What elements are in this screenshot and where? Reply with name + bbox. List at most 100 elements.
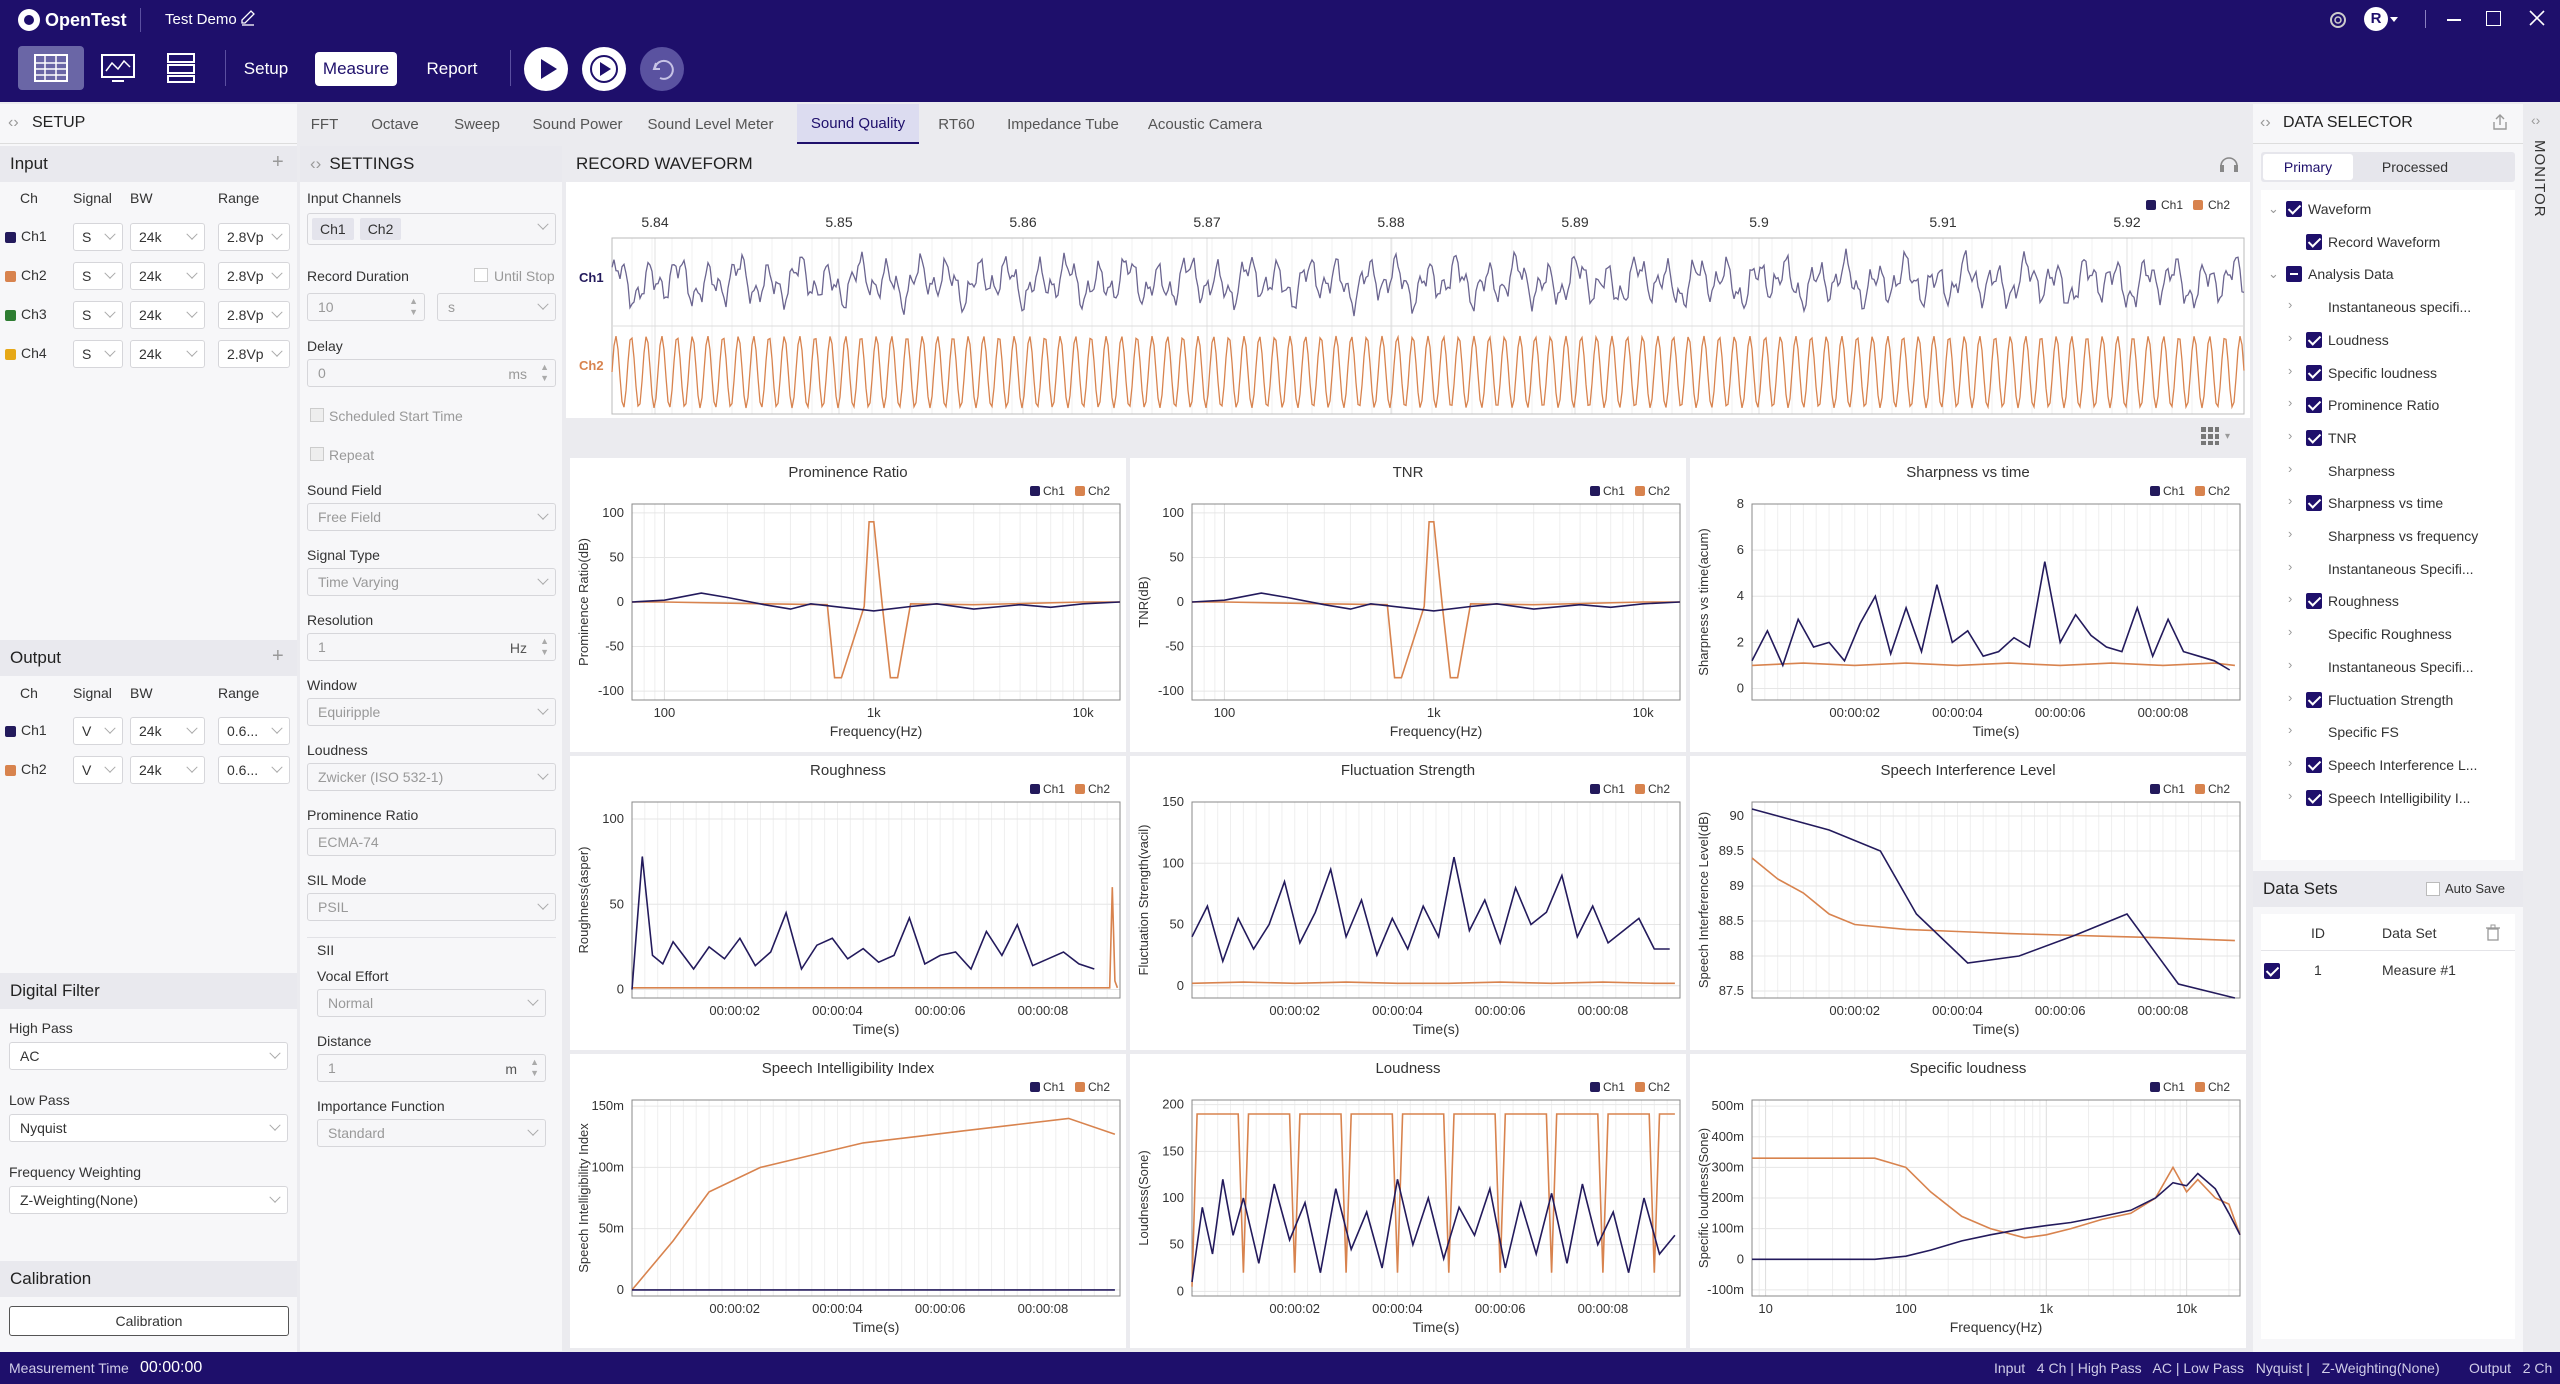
chart-speech-interference-level[interactable]: Speech Interference Level Ch1 Ch2 90 89.5… (1690, 756, 2246, 1050)
tree-checkbox[interactable] (2306, 429, 2322, 446)
collapse-icon[interactable]: ‹› (8, 114, 19, 131)
prominence-ratio-input[interactable]: ECMA-74 (307, 828, 556, 856)
tree-item-label[interactable]: Instantaneous specifi... (2328, 299, 2472, 316)
tree-item-label[interactable]: Analysis Data (2308, 266, 2394, 283)
waveform-plot[interactable]: 5.84 5.85 5.86 5.87 5.88 5.89 5.9 5.91 5.92Ch1Ch… (566, 182, 2250, 418)
bandwidth-select[interactable]: 24k (130, 262, 205, 290)
window-select[interactable]: Equiripple (307, 698, 556, 726)
chart-tnr[interactable]: TNR Ch1 Ch2 100 50 0 -50 -100 100 1k 10k Frequen… (1130, 458, 1686, 752)
chevron-right-icon[interactable]: › (2288, 722, 2293, 738)
delay-input[interactable]: 0 ms ▲ ▼ (307, 359, 556, 387)
chart-plot[interactable]: 150 100 50 0 00:00:02 00:00:04 00:00:06 00:00:0… (1130, 756, 1686, 1050)
chart-roughness[interactable]: Roughness Ch1 Ch2 100 50 0 00:00:02 00:00:04… (570, 756, 1126, 1050)
signal-type-select[interactable]: Time Varying (307, 568, 556, 596)
chevron-down-icon[interactable]: ▾ (2225, 431, 2231, 442)
record-unit-select[interactable]: s (437, 293, 556, 321)
chevron-right-icon[interactable]: › (2288, 656, 2293, 672)
record-duration-input[interactable]: 10 ▲ ▼ (307, 293, 425, 321)
export-icon[interactable] (2490, 112, 2510, 132)
chart-loudness[interactable]: Loudness Ch1 Ch2 200 150 100 50 0 00:00:02 00:… (1130, 1054, 1686, 1348)
tree-item-label[interactable]: TNR (2328, 429, 2357, 446)
signal-select[interactable]: V (73, 717, 123, 745)
chart-plot[interactable]: 8 6 4 2 0 00:00:02 00:00:04 00:00:06 00:00:08 Tim… (1690, 458, 2246, 752)
tree-item-label[interactable]: Specific Roughness (2328, 626, 2452, 643)
tree-checkbox[interactable] (2306, 561, 2322, 577)
chevron-right-icon[interactable]: › (2288, 460, 2293, 476)
tree-checkbox[interactable] (2306, 233, 2322, 250)
tree-checkbox[interactable] (2306, 463, 2322, 479)
tab-octave[interactable]: Octave (371, 115, 419, 133)
minimize-icon[interactable] (2447, 19, 2461, 21)
tab-sound-power[interactable]: Sound Power (532, 115, 623, 133)
tab-sound-quality[interactable]: Sound Quality (797, 104, 919, 144)
chart-plot[interactable]: 100 50 0 -50 -100 100 1k 10k Frequency(Hz) TNR(dB… (1130, 458, 1686, 752)
dataset-checkbox[interactable] (2264, 963, 2280, 979)
bandwidth-select[interactable]: 24k (130, 223, 205, 251)
settings-gear-icon[interactable] (2326, 8, 2350, 32)
input-channels-select[interactable]: Ch1 Ch2 (307, 213, 556, 245)
chevron-right-icon[interactable]: › (2288, 624, 2293, 640)
tab-acoustic-camera[interactable]: Acoustic Camera (1147, 115, 1263, 133)
user-avatar[interactable]: R (2364, 7, 2388, 31)
resolution-input[interactable]: 1 Hz ▲ ▼ (307, 633, 556, 661)
high-pass-select[interactable]: AC (9, 1042, 288, 1070)
bandwidth-select[interactable]: 24k (130, 717, 205, 745)
tree-item-label[interactable]: Speech Intelligibility I... (2328, 789, 2471, 806)
grid-layout-icon[interactable] (2200, 426, 2220, 446)
report-button[interactable]: Report (426, 59, 478, 78)
chevron-right-icon[interactable]: › (2288, 362, 2293, 378)
frequency-weighting-select[interactable]: Z-Weighting(None) (9, 1186, 288, 1214)
chart-speech-intelligibility-index[interactable]: Speech Intelligibility Index Ch1 Ch2 150… (570, 1054, 1126, 1348)
tree-item-label[interactable]: Specific FS (2328, 724, 2399, 741)
channel-chip[interactable]: Ch2 (359, 218, 402, 240)
signal-select[interactable]: S (73, 301, 123, 329)
auto-save-checkbox[interactable] (2426, 882, 2440, 896)
tree-checkbox[interactable] (2286, 266, 2302, 283)
tree-checkbox[interactable] (2306, 495, 2322, 512)
chevron-right-icon[interactable]: › (2288, 427, 2293, 443)
dataset-name[interactable]: Measure #1 (2382, 962, 2456, 978)
importance-function-select[interactable]: Standard (317, 1119, 546, 1147)
chevron-right-icon[interactable]: › (2288, 689, 2293, 705)
tree-checkbox[interactable] (2286, 201, 2302, 217)
tree-item-label[interactable]: Instantaneous Specifi... (2328, 560, 2474, 577)
chart-sharpness-vs-time[interactable]: Sharpness vs time Ch1 Ch2 8 6 4 2 0 00:00:02 0… (1690, 458, 2246, 752)
tab-sweep[interactable]: Sweep (454, 115, 500, 133)
chart-plot[interactable]: 90 89.5 89 88.5 88 87.5 00:00:02 00:00:04 00:00:… (1690, 756, 2246, 1050)
tree-item-label[interactable]: Prominence Ratio (2328, 397, 2440, 414)
tree-checkbox[interactable] (2306, 756, 2322, 773)
chevron-right-icon[interactable]: › (2288, 591, 2293, 607)
chart-plot[interactable]: 200 150 100 50 0 00:00:02 00:00:04 00:00:06 00:0… (1130, 1054, 1686, 1348)
tree-item-label[interactable]: Roughness (2328, 593, 2399, 610)
chart-plot[interactable]: 100 50 0 00:00:02 00:00:04 00:00:06 00:00:08 Ti… (570, 756, 1126, 1050)
headphones-icon[interactable] (2218, 152, 2240, 174)
tree-checkbox[interactable] (2306, 331, 2322, 348)
tab-sound-level-meter[interactable]: Sound Level Meter (647, 115, 774, 133)
undo-icon[interactable] (640, 47, 684, 91)
distance-input[interactable]: 1 m ▲ ▼ (317, 1054, 546, 1082)
tab-rt60[interactable]: RT60 (938, 115, 975, 133)
chart-prominence-ratio[interactable]: Prominence Ratio Ch1 Ch2 100 50 0 -50 -100 10… (570, 458, 1126, 752)
chart-fluctuation-strength[interactable]: Fluctuation Strength Ch1 Ch2 150 100 50 0 00… (1130, 756, 1686, 1050)
low-pass-select[interactable]: Nyquist (9, 1114, 288, 1142)
tree-checkbox[interactable] (2306, 789, 2322, 806)
edit-icon[interactable] (238, 8, 258, 28)
layout-grid-icon[interactable] (18, 46, 84, 90)
tree-checkbox[interactable] (2306, 528, 2322, 544)
report-list-icon[interactable] (160, 46, 204, 90)
add-input-icon[interactable]: + (272, 151, 284, 173)
expand-icon[interactable]: ‹› (2531, 112, 2541, 128)
collapse-icon[interactable]: ‹› (2260, 114, 2271, 131)
loudness-select[interactable]: Zwicker (ISO 532-1) (307, 763, 556, 791)
tree-item-label[interactable]: Record Waveform (2328, 233, 2441, 250)
tree-checkbox[interactable] (2306, 299, 2322, 315)
setup-button[interactable]: Setup (243, 59, 289, 78)
chevron-right-icon[interactable]: › (2288, 329, 2293, 345)
monitor-chart-icon[interactable] (96, 46, 140, 90)
tree-checkbox[interactable] (2306, 691, 2322, 708)
bandwidth-select[interactable]: 24k (130, 756, 205, 784)
chevron-down-icon[interactable] (2390, 17, 2398, 22)
monitor-label[interactable]: MONITOR (2531, 140, 2548, 218)
chevron-right-icon[interactable]: › (2288, 297, 2293, 313)
